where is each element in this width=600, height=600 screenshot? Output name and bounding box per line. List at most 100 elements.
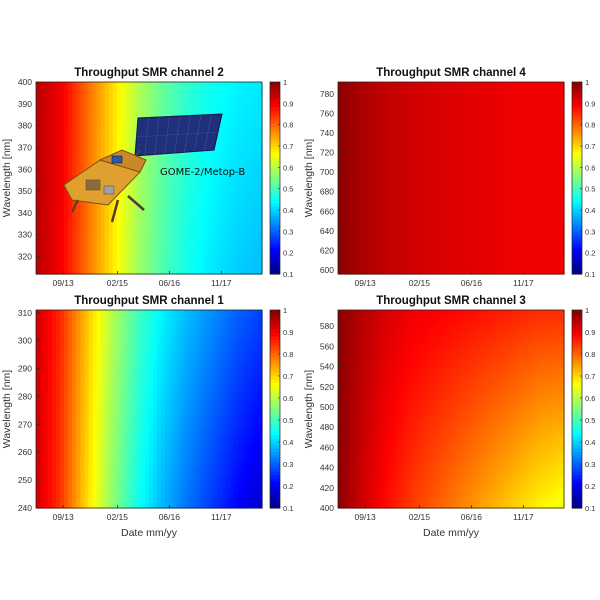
heatmap-cell — [141, 202, 146, 207]
heatmap-cell — [84, 134, 89, 139]
heatmap-cell — [467, 246, 472, 251]
heatmap-cell — [246, 210, 251, 215]
heatmap-cell — [64, 114, 69, 119]
heatmap-cell — [36, 214, 41, 219]
heatmap-cell — [234, 250, 239, 255]
heatmap-cell — [84, 122, 89, 127]
heatmap-cell — [503, 114, 508, 119]
heatmap-cell — [121, 114, 126, 119]
heatmap-cell — [370, 254, 375, 259]
heatmap-cell — [431, 158, 436, 163]
heatmap-cell — [105, 210, 110, 215]
heatmap-cell — [495, 242, 500, 247]
heatmap-cell — [218, 178, 223, 183]
heatmap-cell — [483, 102, 488, 107]
heatmap-cell — [495, 114, 500, 119]
heatmap-cell — [483, 178, 488, 183]
heatmap-cell — [423, 142, 428, 147]
heatmap-cell — [483, 234, 488, 239]
heatmap-cell — [358, 226, 363, 231]
heatmap-cell — [44, 174, 49, 179]
heatmap-cell — [382, 246, 387, 251]
heatmap-cell — [40, 138, 45, 143]
heatmap-cell — [177, 254, 182, 259]
heatmap-cell — [512, 194, 517, 199]
heatmap-cell — [246, 126, 251, 131]
heatmap-cell — [487, 186, 492, 191]
heatmap-cell — [113, 262, 118, 267]
heatmap-cell — [214, 162, 219, 167]
heatmap-cell — [354, 154, 359, 159]
heatmap-cell — [52, 82, 57, 87]
heatmap-cell — [362, 130, 367, 135]
heatmap-cell — [210, 266, 215, 271]
heatmap-cell — [447, 122, 452, 127]
heatmap-cell — [366, 258, 371, 263]
heatmap-cell — [137, 182, 142, 187]
x-tick-label: 02/15 — [107, 278, 129, 288]
heatmap-cell — [427, 194, 432, 199]
heatmap-cell — [407, 242, 412, 247]
heatmap-cell — [226, 82, 231, 87]
heatmap-cell — [390, 138, 395, 143]
heatmap-cell — [113, 242, 118, 247]
heatmap-cell — [44, 122, 49, 127]
heatmap-cell — [366, 134, 371, 139]
heatmap-cell — [109, 210, 114, 215]
heatmap-cell — [189, 94, 194, 99]
heatmap-cell — [48, 234, 53, 239]
heatmap-cell — [378, 250, 383, 255]
heatmap-cell — [467, 230, 472, 235]
heatmap-cell — [447, 114, 452, 119]
heatmap-cell — [403, 214, 408, 219]
heatmap-cell — [141, 110, 146, 115]
heatmap-cell — [366, 186, 371, 191]
heatmap-cell — [173, 222, 178, 227]
heatmap-cell — [419, 242, 424, 247]
heatmap-cell — [423, 218, 428, 223]
heatmap-cell — [121, 194, 126, 199]
heatmap-cell — [230, 94, 235, 99]
heatmap-cell — [431, 106, 436, 111]
heatmap-cell — [193, 234, 198, 239]
heatmap-cell — [238, 134, 243, 139]
heatmap-cell — [499, 194, 504, 199]
heatmap-cell — [520, 102, 525, 107]
heatmap-cell — [475, 258, 480, 263]
heatmap-cell — [512, 86, 517, 91]
heatmap-cell — [197, 202, 202, 207]
heatmap-cell — [218, 218, 223, 223]
heatmap-cell — [390, 242, 395, 247]
heatmap-cell — [512, 178, 517, 183]
heatmap-cell — [467, 94, 472, 99]
heatmap-cell — [366, 122, 371, 127]
heatmap-cell — [338, 134, 343, 139]
heatmap-cell — [382, 238, 387, 243]
heatmap-cell — [459, 210, 464, 215]
heatmap-cell — [93, 106, 98, 111]
heatmap-cell — [366, 142, 371, 147]
heatmap-cell — [193, 226, 198, 231]
heatmap-cell — [463, 210, 468, 215]
heatmap-cell — [181, 94, 186, 99]
heatmap-cell — [451, 238, 456, 243]
heatmap-cell — [520, 114, 525, 119]
heatmap-cell — [443, 238, 448, 243]
heatmap-cell — [362, 138, 367, 143]
heatmap-cell — [399, 206, 404, 211]
heatmap-cell — [443, 222, 448, 227]
heatmap-cell — [443, 258, 448, 263]
heatmap-cell — [459, 262, 464, 267]
heatmap-cell — [165, 158, 170, 163]
heatmap-cell — [88, 222, 93, 227]
heatmap-cell — [189, 206, 194, 211]
heatmap-cell — [431, 266, 436, 271]
heatmap-cell — [423, 254, 428, 259]
heatmap-cell — [338, 190, 343, 195]
heatmap-cell — [503, 106, 508, 111]
heatmap-cell — [358, 158, 363, 163]
heatmap-cell — [113, 238, 118, 243]
heatmap-cell — [419, 222, 424, 227]
heatmap-cell — [455, 94, 460, 99]
heatmap-cell — [149, 90, 154, 95]
